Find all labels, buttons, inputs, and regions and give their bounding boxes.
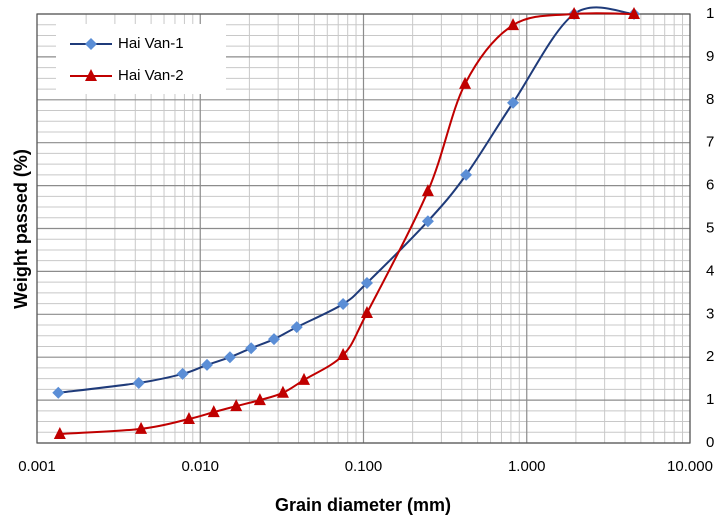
data-point — [135, 421, 148, 434]
data-point — [176, 367, 189, 380]
data-point — [507, 18, 520, 31]
y-tick-label: 3 — [706, 305, 714, 322]
data-point — [230, 399, 243, 412]
x-tick-label: 0.010 — [181, 458, 219, 475]
data-point — [182, 411, 195, 424]
series-line — [59, 12, 635, 435]
data-point — [201, 358, 214, 371]
x-tick-label: 10.000 — [667, 458, 713, 475]
y-tick-label: 9 — [706, 48, 714, 65]
data-point — [132, 376, 145, 389]
y-tick-label: 7 — [706, 134, 714, 151]
data-point — [223, 351, 236, 364]
y-tick-label: 8 — [706, 91, 714, 108]
x-tick-label: 1.000 — [508, 458, 546, 475]
data-point — [268, 333, 281, 346]
data-point — [568, 7, 581, 19]
data-point — [337, 348, 350, 361]
plot-frame — [36, 13, 691, 444]
legend-box — [56, 24, 226, 94]
legend: Hai Van-1 Hai Van-2 — [56, 24, 226, 94]
data-point — [507, 96, 520, 109]
data-point — [421, 184, 434, 197]
data-point — [290, 321, 303, 334]
data-point — [459, 76, 472, 89]
y-tick-label: 2 — [706, 348, 714, 365]
y-tick-label: 1 — [706, 391, 714, 408]
data-point — [207, 405, 220, 418]
y-tick-label: 0 — [706, 434, 714, 451]
legend-label: Hai Van-2 — [118, 67, 184, 84]
data-point — [360, 306, 373, 319]
y-axis-title: Weight passed (%) — [11, 149, 31, 309]
data-point — [253, 393, 266, 406]
data-point — [628, 7, 641, 19]
data-point — [297, 372, 310, 385]
x-tick-label: 0.001 — [18, 458, 56, 475]
data-point — [337, 298, 350, 311]
legend-label: Hai Van-1 — [118, 35, 184, 52]
data-point — [360, 276, 373, 289]
data-point — [245, 342, 258, 355]
y-tick-label: 1 — [706, 5, 714, 22]
y-tick-label: 5 — [706, 219, 714, 236]
data-point — [52, 386, 65, 399]
x-axis-title: Grain diameter (mm) — [275, 495, 451, 515]
legend-marker — [85, 69, 97, 81]
data-point — [460, 168, 473, 181]
data-point — [421, 215, 434, 228]
y-tick-label: 6 — [706, 177, 714, 194]
legend-marker — [85, 38, 97, 50]
data-point — [276, 385, 289, 398]
data-point — [53, 426, 66, 439]
x-tick-label: 0.100 — [345, 458, 383, 475]
y-tick-label: 4 — [706, 262, 714, 279]
